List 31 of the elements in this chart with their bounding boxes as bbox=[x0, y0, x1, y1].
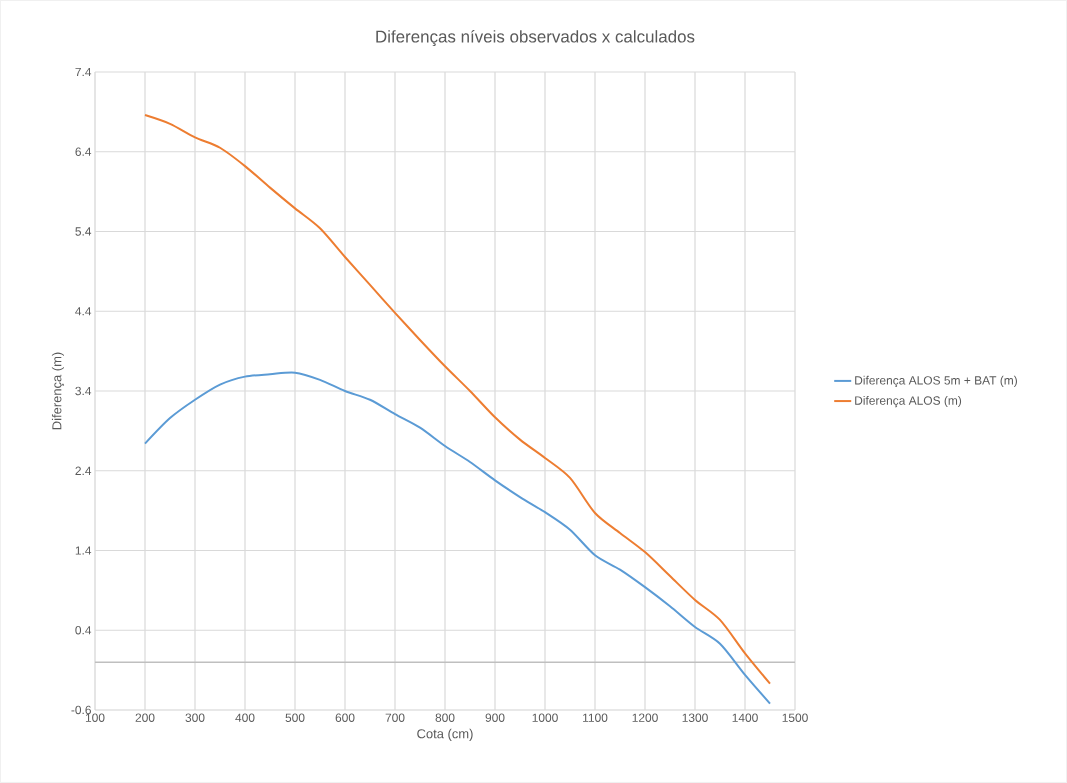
x-tick-label: 1300 bbox=[682, 713, 708, 722]
x-tick-label: 800 bbox=[435, 713, 455, 722]
x-tick-label: 1200 bbox=[632, 713, 658, 722]
x-tick-label: 400 bbox=[235, 713, 255, 722]
x-axis-title: Cota (cm) bbox=[417, 728, 473, 741]
x-tick-label: 1000 bbox=[532, 713, 558, 722]
x-tick-label: 300 bbox=[185, 713, 205, 722]
x-tick-label: 1100 bbox=[583, 713, 608, 722]
x-tick-label: 900 bbox=[485, 713, 505, 722]
y-tick-label: 4.4 bbox=[75, 307, 92, 316]
y-tick-label: 3.4 bbox=[75, 386, 92, 396]
legend-label: Diferença ALOS 5m + BAT (m) bbox=[855, 375, 1017, 388]
x-tick-label: 700 bbox=[385, 713, 405, 722]
line-series bbox=[144, 371, 772, 705]
y-tick-label: 1.4 bbox=[75, 546, 92, 555]
y-tick-label: 5.4 bbox=[75, 227, 92, 236]
y-tick-label: 6.4 bbox=[75, 147, 92, 156]
y-tick-label: 0.4 bbox=[75, 626, 92, 635]
legend-label: Diferença ALOS (m) bbox=[855, 395, 962, 408]
chart-title: Diferenças níveis observados x calculados bbox=[376, 29, 695, 47]
y-tick-label: -0.6 bbox=[71, 705, 91, 715]
x-tick-label: 1500 bbox=[782, 713, 808, 722]
y-tick-label: 7.4 bbox=[75, 67, 92, 77]
x-tick-label: 1400 bbox=[732, 713, 758, 722]
x-tick-label: 500 bbox=[285, 713, 305, 722]
y-tick-label: 2.4 bbox=[75, 466, 92, 475]
x-tick-label: 100 bbox=[85, 713, 105, 722]
y-axis-title: Diferença (m) bbox=[51, 352, 65, 430]
x-tick-label: 200 bbox=[135, 713, 155, 722]
line-series bbox=[144, 114, 772, 685]
x-tick-label: 600 bbox=[335, 713, 355, 722]
